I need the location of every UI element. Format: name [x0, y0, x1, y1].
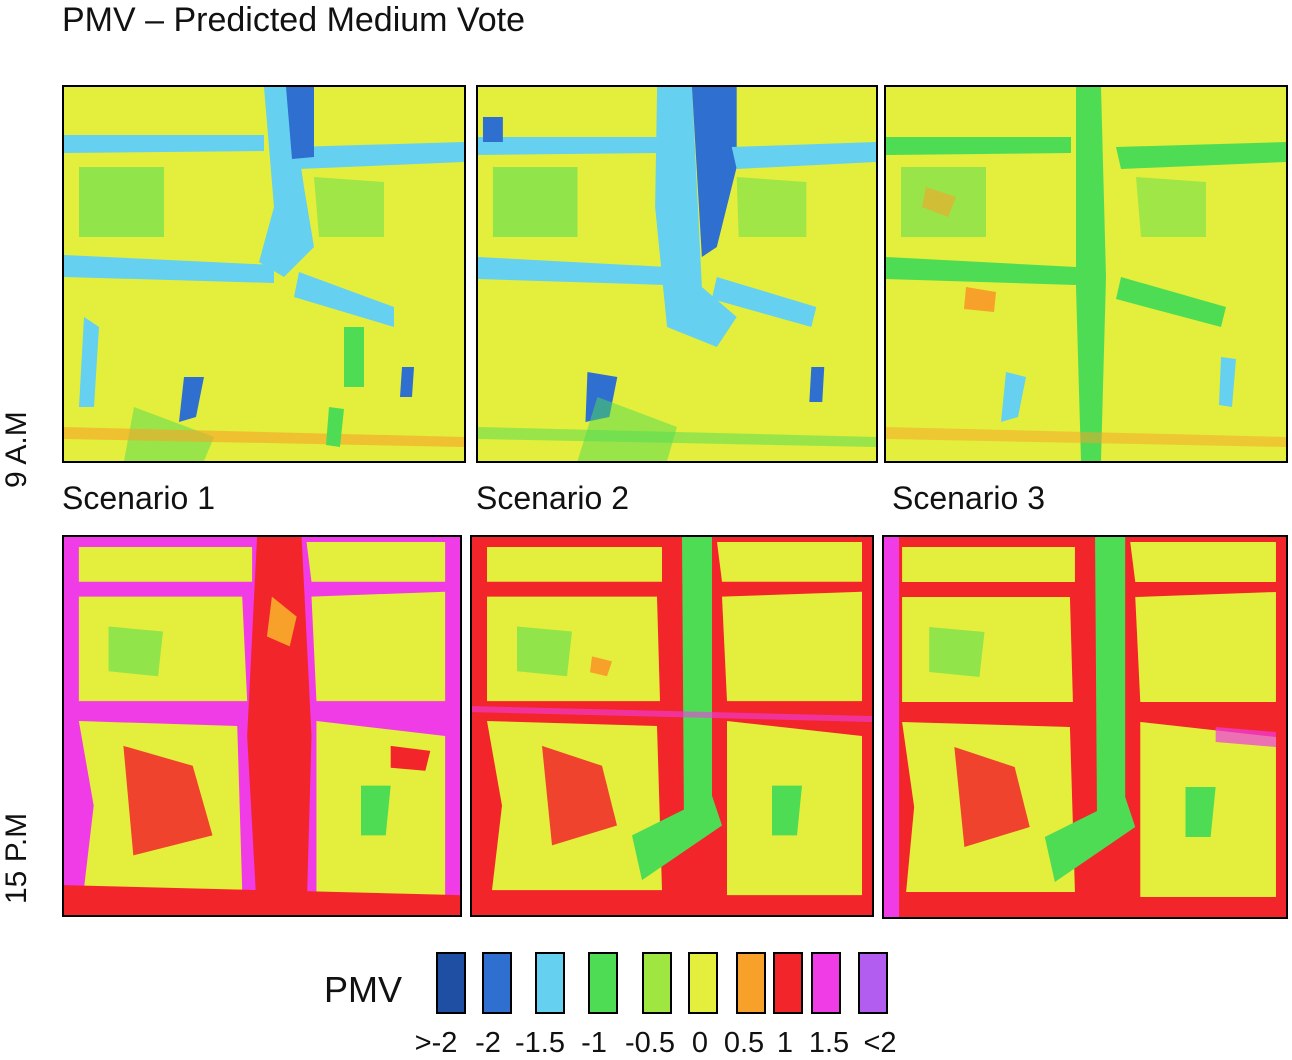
- pmv-map-15pm-scenario-3: [882, 535, 1288, 919]
- legend-swatch-5: [688, 952, 718, 1014]
- legend-tick-label-3: -1: [581, 1027, 607, 1059]
- legend-tick-label-5: 0: [691, 1027, 709, 1059]
- scenario-2-label: Scenario 2: [476, 480, 629, 516]
- legend-swatch-0: [436, 952, 466, 1014]
- legend-tick-label-4: -0.5: [625, 1027, 675, 1059]
- legend-tick-label-2: -1.5: [515, 1027, 565, 1059]
- scenario-3-label: Scenario 3: [892, 480, 1045, 516]
- legend-tick-label-0: >-2: [414, 1027, 458, 1059]
- legend-swatch-6: [736, 952, 766, 1014]
- legend-tick-label-6: 0.5: [723, 1027, 765, 1059]
- legend-tick-label-8: 1.5: [808, 1027, 850, 1059]
- legend-swatch-8: [811, 952, 841, 1014]
- legend-tick-label-1: -2: [475, 1027, 501, 1059]
- pmv-map-9am-scenario-2: [476, 85, 878, 463]
- pmv-map-15pm-scenario-2: [470, 535, 874, 917]
- pmv-map-15pm-scenario-1: [62, 535, 462, 917]
- pmv-map-9am-scenario-1: [62, 85, 466, 463]
- pmv-map-9am-scenario-3: [884, 85, 1288, 463]
- row-label-morning: 9 A.M: [0, 411, 33, 488]
- legend-tick-label-9: <2: [863, 1027, 897, 1059]
- legend-swatch-9: [858, 952, 888, 1014]
- figure-title: PMV – Predicted Medium Vote: [62, 1, 526, 39]
- legend-swatch-7: [773, 952, 803, 1014]
- legend-tick-label-7: 1: [776, 1027, 794, 1059]
- legend-swatch-3: [588, 952, 618, 1014]
- legend-swatch-2: [535, 952, 565, 1014]
- legend-swatch-4: [642, 952, 672, 1014]
- scenario-1-label: Scenario 1: [62, 480, 215, 516]
- legend-swatch-1: [482, 952, 512, 1014]
- row-label-afternoon: 15 P.M: [0, 812, 33, 904]
- legend-title: PMV: [324, 969, 403, 1010]
